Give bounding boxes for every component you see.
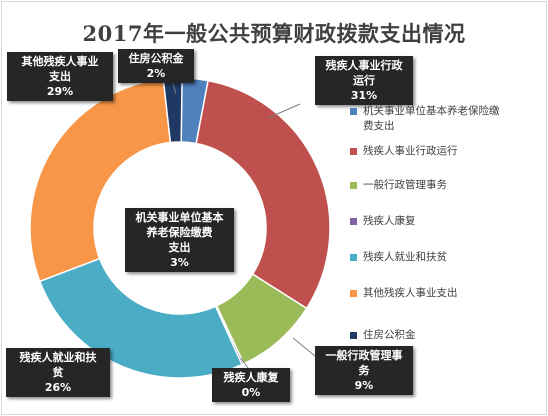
data-label-line: 其他残疾人事业	[21, 55, 99, 68]
legend-label: 机关事业单位基本养老保险缴	[363, 105, 500, 117]
data-label-line: 26%	[44, 381, 72, 394]
legend-label: 残疾人康复	[363, 215, 416, 227]
data-label-line: 3%	[170, 256, 189, 269]
legend-swatch	[350, 254, 357, 261]
leader-line-rehabilitation	[240, 357, 249, 369]
data-label-line: 支出	[168, 241, 191, 254]
data-label-line: 31%	[350, 89, 378, 102]
slice-admin-operation	[195, 79, 331, 310]
leader-line-general-admin	[292, 337, 316, 357]
data-label-admin-operation: 残疾人事业行政 运行 31%	[315, 56, 413, 105]
data-label-line: 运行	[353, 74, 375, 87]
legend-swatch	[350, 290, 357, 297]
leader-line-admin-operation	[267, 103, 301, 119]
data-label-line: 2%	[146, 67, 166, 80]
legend-label: 一般行政管理事务	[363, 179, 447, 191]
legend-label: 残疾人就业和扶贫	[363, 251, 447, 263]
data-label-line: 残疾人事业行政	[325, 59, 403, 72]
legend-item-rehabilitation: 残疾人康复	[350, 214, 548, 229]
data-label-line: 残疾人康复	[223, 371, 279, 384]
legend-item-general-admin: 一般行政管理事务	[350, 178, 548, 193]
legend-item-other-disabled: 其他残疾人事业支出	[350, 286, 548, 301]
legend-swatch	[350, 218, 357, 225]
data-label-line: 支出	[49, 70, 71, 83]
data-label-line: 0%	[241, 386, 261, 399]
data-label-line: 贫	[52, 366, 64, 379]
data-label-line: 养老保险缴费	[146, 226, 213, 239]
data-label-general-admin: 一般行政管理事务 9%	[315, 346, 413, 395]
data-label-other-disabled: 其他残疾人事业 支出 29%	[7, 52, 113, 101]
data-label-pension: 机关事业单位基本 养老保险缴费 支出 3%	[125, 208, 234, 272]
data-label-line: 残疾人就业和扶	[19, 351, 97, 364]
data-label-housing-fund: 住房公积金 2%	[118, 49, 194, 83]
legend-label: 住房公积金	[363, 329, 416, 341]
data-label-line: 住房公积金	[128, 52, 184, 65]
legend-item-housing-fund: 住房公积金	[350, 328, 548, 343]
legend-swatch	[350, 108, 357, 115]
legend-label: 其他残疾人事业支出	[363, 287, 458, 299]
legend-swatch	[350, 148, 357, 155]
data-label-line: 机关事业单位基本	[135, 211, 224, 224]
legend-item-employment-poverty: 残疾人就业和扶贫	[350, 250, 548, 265]
legend-item-admin-operation: 残疾人事业行政运行	[350, 144, 548, 159]
data-label-line: 29%	[46, 85, 74, 98]
legend-item-pension: 机关事业单位基本养老保险缴 费支出	[350, 104, 548, 134]
legend-label: 残疾人事业行政运行	[363, 145, 458, 157]
data-label-employment-poverty: 残疾人就业和扶贫 26%	[6, 348, 110, 397]
data-label-rehabilitation: 残疾人康复 0%	[212, 368, 290, 402]
data-label-line: 务	[358, 364, 370, 377]
chart-title: 2017年一般公共预算财政拨款支出情况	[82, 21, 466, 46]
legend-swatch	[350, 182, 357, 189]
legend-swatch	[350, 332, 357, 339]
data-label-line: 一般行政管理事	[325, 349, 403, 362]
data-label-line: 9%	[354, 379, 374, 392]
legend-label: 费支出	[363, 120, 395, 132]
